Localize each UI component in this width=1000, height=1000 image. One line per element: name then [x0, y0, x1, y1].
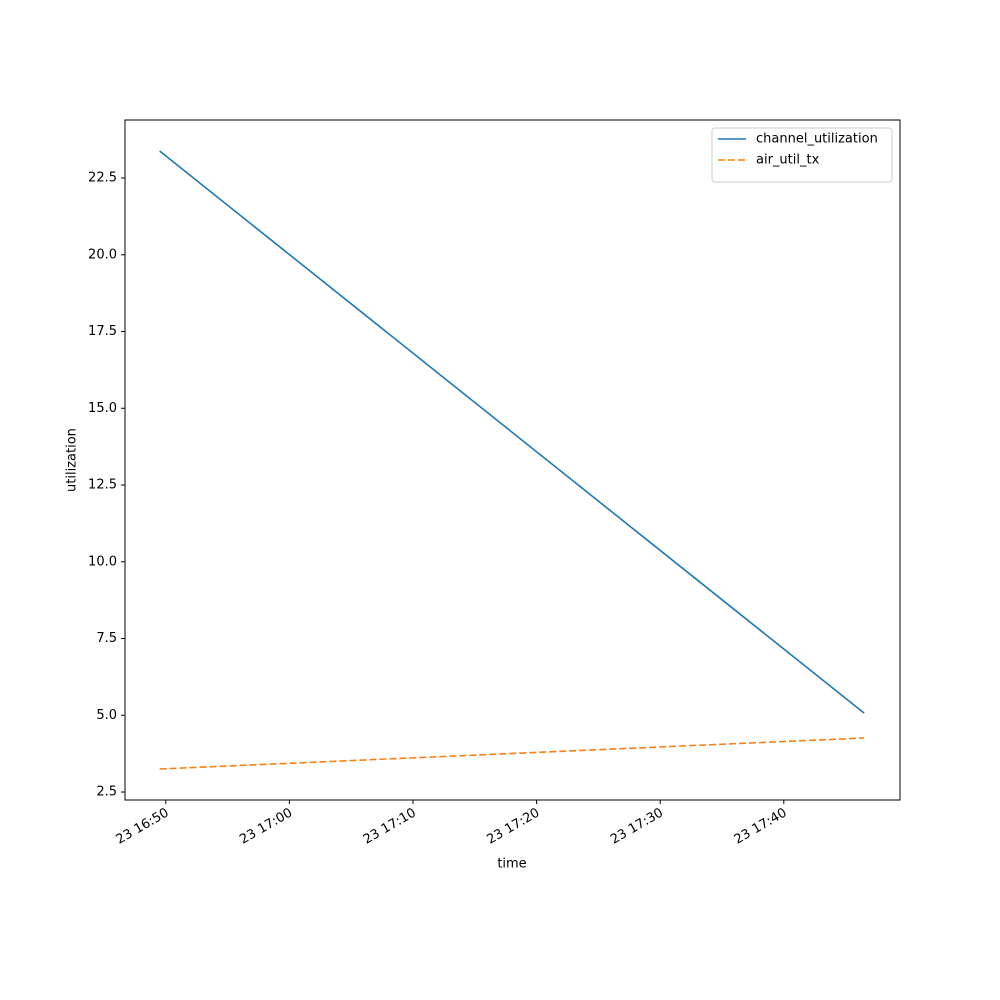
y-tick-label: 5.0	[96, 708, 117, 723]
y-tick-label: 22.5	[88, 171, 117, 186]
y-tick-label: 7.5	[96, 631, 117, 646]
y-tick-label: 12.5	[88, 478, 117, 493]
y-tick-label: 20.0	[88, 247, 117, 262]
line-series	[159, 737, 865, 770]
x-axis-label: time	[497, 857, 526, 872]
y-tick-label: 10.0	[88, 554, 117, 569]
y-tick-label: 2.5	[96, 785, 117, 800]
y-tick-label: 17.5	[88, 324, 117, 339]
y-tick-label: 15.0	[88, 401, 117, 416]
legend-label: air_util_tx	[756, 153, 820, 168]
legend-label: channel_utilization	[756, 132, 878, 147]
line-series	[159, 150, 865, 714]
y-axis-label: utilization	[65, 428, 80, 492]
legend-box	[711, 127, 893, 183]
plot-frame	[124, 119, 901, 801]
